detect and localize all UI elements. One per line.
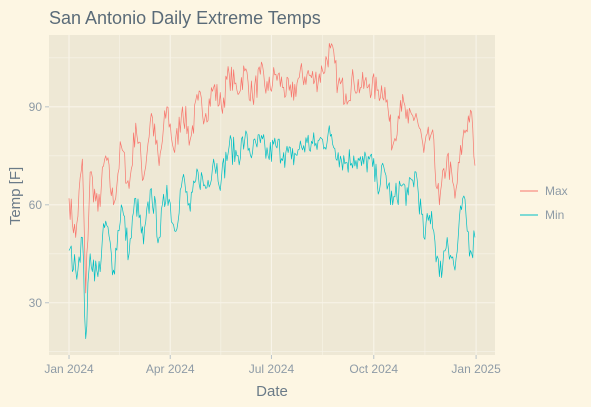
- x-tick-label: Jan 2025: [451, 362, 501, 376]
- axis-ticks: 30 60 90 Jan 2024 Apr 2024 Jul 2024 Oct 2024 Ja…: [29, 100, 501, 376]
- y-axis-title: Temp [F]: [7, 167, 24, 225]
- x-tick-label: Oct 2024: [349, 362, 398, 376]
- y-tick-label: 60: [29, 198, 43, 212]
- x-tick-label: Apr 2024: [146, 362, 195, 376]
- y-tick-label: 30: [29, 296, 43, 310]
- legend: Max Min: [520, 184, 568, 222]
- series-lines: [68, 42, 476, 340]
- series-line-min: [68, 125, 476, 340]
- y-tick-label: 90: [29, 100, 43, 114]
- x-axis-title: Date: [256, 383, 288, 400]
- x-tick-label: Jan 2024: [44, 362, 94, 376]
- chart-title: San Antonio Daily Extreme Temps: [49, 8, 321, 28]
- legend-label-min: Min: [545, 208, 564, 222]
- legend-label-max: Max: [545, 184, 568, 198]
- grid-lines: [49, 35, 495, 355]
- x-tick-label: Jul 2024: [249, 362, 295, 376]
- series-line-max: [68, 42, 476, 294]
